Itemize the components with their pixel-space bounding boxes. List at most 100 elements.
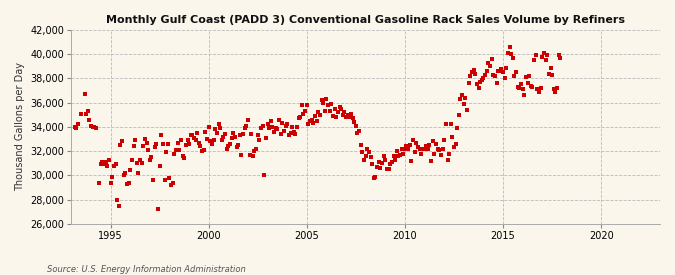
Point bbox=[446, 122, 456, 127]
Point bbox=[252, 133, 263, 138]
Point bbox=[398, 151, 409, 156]
Point bbox=[159, 178, 170, 182]
Point bbox=[226, 136, 237, 140]
Point bbox=[117, 139, 128, 144]
Point bbox=[418, 147, 429, 151]
Point bbox=[300, 109, 310, 113]
Point bbox=[511, 70, 522, 75]
Point bbox=[267, 125, 278, 129]
Point bbox=[81, 111, 92, 116]
Point bbox=[192, 131, 202, 135]
Point bbox=[104, 157, 115, 162]
Point bbox=[479, 73, 490, 77]
Point bbox=[86, 123, 97, 128]
Point bbox=[124, 180, 134, 185]
Point bbox=[203, 125, 214, 129]
Point bbox=[133, 171, 144, 175]
Point bbox=[262, 122, 273, 127]
Point bbox=[519, 93, 530, 98]
Point bbox=[295, 115, 306, 119]
Point bbox=[416, 151, 427, 156]
Point bbox=[163, 142, 173, 146]
Point bbox=[527, 85, 538, 89]
Point bbox=[457, 93, 468, 98]
Point bbox=[113, 204, 124, 208]
Point bbox=[342, 112, 353, 117]
Point bbox=[450, 142, 461, 146]
Point bbox=[230, 134, 240, 139]
Point bbox=[455, 97, 466, 101]
Point bbox=[364, 150, 375, 155]
Point bbox=[404, 143, 415, 147]
Point bbox=[111, 197, 122, 202]
Point bbox=[259, 173, 269, 178]
Point bbox=[213, 122, 224, 127]
Point bbox=[506, 52, 516, 56]
Point bbox=[504, 45, 515, 49]
Point bbox=[187, 133, 198, 138]
Point bbox=[156, 133, 167, 138]
Point bbox=[70, 125, 80, 129]
Point bbox=[485, 64, 495, 68]
Point bbox=[551, 86, 562, 90]
Point bbox=[533, 90, 544, 94]
Point bbox=[138, 144, 148, 148]
Point bbox=[179, 156, 190, 161]
Point bbox=[174, 148, 185, 152]
Point bbox=[315, 112, 325, 117]
Point bbox=[331, 115, 342, 119]
Point bbox=[125, 168, 136, 173]
Point bbox=[105, 180, 116, 185]
Point bbox=[473, 86, 484, 90]
Point bbox=[122, 182, 132, 186]
Point bbox=[326, 102, 337, 106]
Point bbox=[349, 120, 360, 124]
Title: Monthly Gulf Coast (PADD 3) Conventional Gasoline Rack Sales Volume by Refiners: Monthly Gulf Coast (PADD 3) Conventional… bbox=[106, 15, 625, 25]
Point bbox=[460, 96, 470, 100]
Point bbox=[529, 58, 539, 62]
Point bbox=[389, 157, 400, 162]
Point bbox=[325, 109, 335, 113]
Point bbox=[313, 110, 323, 114]
Point bbox=[101, 160, 111, 164]
Point bbox=[217, 138, 227, 142]
Point bbox=[540, 58, 551, 62]
Point bbox=[494, 69, 505, 73]
Point bbox=[424, 143, 435, 147]
Point bbox=[273, 117, 284, 122]
Text: Source: U.S. Energy Information Administration: Source: U.S. Energy Information Administ… bbox=[47, 265, 246, 274]
Point bbox=[354, 128, 364, 133]
Point bbox=[207, 142, 217, 146]
Point bbox=[514, 86, 524, 90]
Point bbox=[128, 144, 139, 148]
Y-axis label: Thousand Gallons per Day: Thousand Gallons per Day bbox=[15, 62, 25, 191]
Point bbox=[392, 149, 402, 153]
Point bbox=[545, 65, 556, 70]
Point bbox=[466, 70, 477, 75]
Point bbox=[248, 154, 259, 158]
Point bbox=[257, 123, 268, 128]
Point bbox=[435, 153, 446, 157]
Point bbox=[542, 53, 553, 57]
Point bbox=[385, 162, 396, 167]
Point bbox=[539, 51, 549, 55]
Point bbox=[118, 173, 129, 178]
Point bbox=[526, 84, 537, 88]
Point bbox=[148, 178, 159, 182]
Point bbox=[550, 90, 561, 94]
Point bbox=[332, 110, 343, 114]
Point bbox=[380, 157, 391, 162]
Point bbox=[486, 57, 497, 61]
Point bbox=[369, 175, 379, 180]
Point bbox=[509, 74, 520, 78]
Point bbox=[233, 143, 244, 147]
Point bbox=[261, 136, 271, 140]
Point bbox=[358, 157, 369, 162]
Point bbox=[161, 150, 171, 155]
Point bbox=[221, 147, 232, 151]
Point bbox=[107, 174, 117, 179]
Point bbox=[468, 68, 479, 72]
Point bbox=[520, 75, 531, 79]
Point bbox=[234, 133, 245, 138]
Point bbox=[400, 147, 410, 151]
